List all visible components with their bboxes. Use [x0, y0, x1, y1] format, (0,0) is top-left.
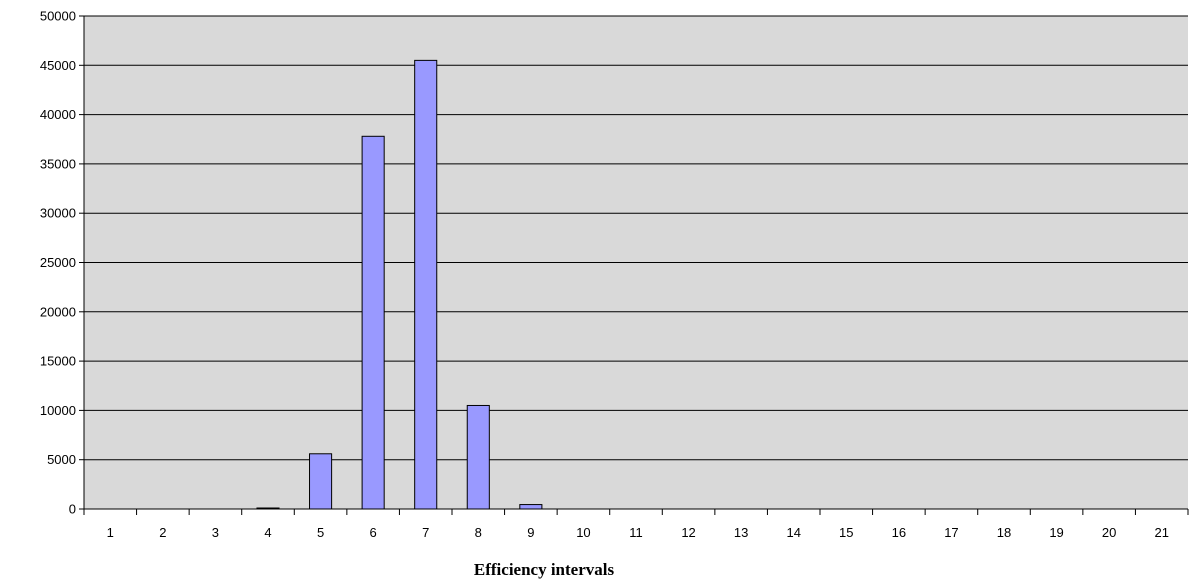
- y-tick-label: 0: [69, 502, 76, 517]
- x-tick-label: 17: [944, 525, 958, 540]
- x-tick-label: 3: [212, 525, 219, 540]
- x-axis-tick-labels: 1 2 3 4 5 6 7 8 9 10 11 12 13 14 15 16 17 18 19 20 21: [107, 525, 1169, 540]
- y-tick-label: 10000: [40, 403, 76, 418]
- x-tick-label: 16: [892, 525, 906, 540]
- y-tick-label: 15000: [40, 354, 76, 369]
- axes: [83, 16, 1189, 515]
- x-tick-label: 4: [264, 525, 271, 540]
- x-tick-label: 8: [475, 525, 482, 540]
- bar-7: [414, 59, 438, 510]
- y-tick-label: 45000: [40, 58, 76, 73]
- x-tick-label: 10: [576, 525, 590, 540]
- y-tick-label: 40000: [40, 107, 76, 122]
- x-tick-label: 9: [527, 525, 534, 540]
- bars: [256, 59, 543, 510]
- bar-6: [361, 135, 385, 510]
- x-tick-label: 21: [1154, 525, 1168, 540]
- x-tick-label: 1: [107, 525, 114, 540]
- y-tick-label: 20000: [40, 304, 76, 319]
- y-axis-tick-labels: 0 5000 10000 15000 20000 25000 30000 35000 40000…: [40, 9, 76, 517]
- gridlines: [79, 15, 1188, 510]
- bar-5: [309, 453, 333, 510]
- x-tick-label: 6: [370, 525, 377, 540]
- x-tick-label: 2: [159, 525, 166, 540]
- y-tick-label: 35000: [40, 156, 76, 171]
- y-tick-label: 50000: [40, 9, 76, 24]
- bar-9: [519, 504, 543, 510]
- x-tick-label: 5: [317, 525, 324, 540]
- x-tick-label: 14: [786, 525, 800, 540]
- x-tick-label: 15: [839, 525, 853, 540]
- x-tick-label: 13: [734, 525, 748, 540]
- y-tick-label: 30000: [40, 206, 76, 221]
- x-axis-label: Efficiency intervals: [474, 560, 615, 579]
- x-tick-label: 11: [629, 525, 643, 540]
- x-tick-label: 18: [997, 525, 1011, 540]
- bar-8: [466, 404, 490, 510]
- y-tick-label: 5000: [47, 452, 76, 467]
- x-tick-label: 12: [681, 525, 695, 540]
- x-tick-label: 19: [1049, 525, 1063, 540]
- x-tick-label: 7: [422, 525, 429, 540]
- y-tick-label: 25000: [40, 255, 76, 270]
- x-tick-label: 20: [1102, 525, 1116, 540]
